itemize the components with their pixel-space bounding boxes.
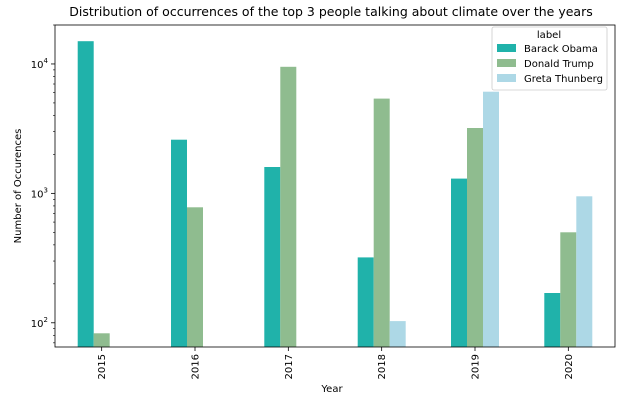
plot-frame — [54, 24, 616, 348]
y-tick-label: 104 — [31, 57, 49, 71]
x-tick-label: 2019 — [471, 354, 482, 379]
bar-barack-obama-2016 — [171, 139, 187, 347]
bar-donald-trump-2019 — [467, 128, 483, 347]
bar-donald-trump-2017 — [280, 66, 297, 348]
legend-label: Barack Obama — [524, 44, 598, 55]
y-axis-label: Number of Occurences — [13, 129, 24, 244]
x-axis-label: Year — [320, 384, 343, 395]
x-tick-label: 2020 — [564, 354, 575, 379]
legend-label: Donald Trump — [524, 59, 594, 70]
legend-label: Greta Thunberg — [524, 74, 603, 85]
bar-barack-obama-2015 — [77, 41, 94, 347]
bar-barack-obama-2018 — [357, 257, 374, 347]
legend-items: Barack Obama Donald Trump Greta Thunberg — [497, 44, 603, 85]
legend-swatch-greta-thunberg — [497, 74, 516, 82]
y-tick-label: 103 — [31, 186, 48, 200]
bar-donald-trump-2018 — [373, 98, 390, 347]
x-tick-label: 2015 — [97, 354, 108, 379]
x-axis-ticks: 2015 2016 2017 2018 2019 2020 — [97, 347, 575, 379]
bar-greta-thunberg-2018 — [389, 321, 406, 347]
bars-group — [77, 41, 593, 348]
legend-box — [491, 26, 608, 91]
bar-barack-obama-2020 — [544, 293, 561, 347]
chart-title: Distribution of occurrences of the top 3… — [69, 4, 593, 19]
bar-barack-obama-2019 — [451, 178, 467, 347]
bar-barack-obama-2017 — [264, 167, 281, 347]
x-tick-label: 2017 — [284, 354, 295, 379]
bar-donald-trump-2020 — [560, 232, 577, 347]
x-tick-label: 2018 — [377, 354, 388, 379]
legend: label Barack Obama Donald Trump Greta Thun… — [491, 26, 608, 91]
y-tick-label: 102 — [31, 316, 48, 330]
bar-greta-thunberg-2020 — [576, 196, 593, 347]
bar-donald-trump-2016 — [187, 207, 203, 347]
y-axis-ticks: 102 103 104 — [31, 24, 55, 344]
legend-swatch-donald-trump — [497, 59, 516, 67]
legend-title: label — [537, 30, 561, 41]
legend-swatch-barack-obama — [497, 44, 516, 52]
x-tick-label: 2016 — [191, 354, 202, 379]
bar-donald-trump-2015 — [93, 333, 110, 347]
bar-greta-thunberg-2019 — [483, 91, 499, 347]
